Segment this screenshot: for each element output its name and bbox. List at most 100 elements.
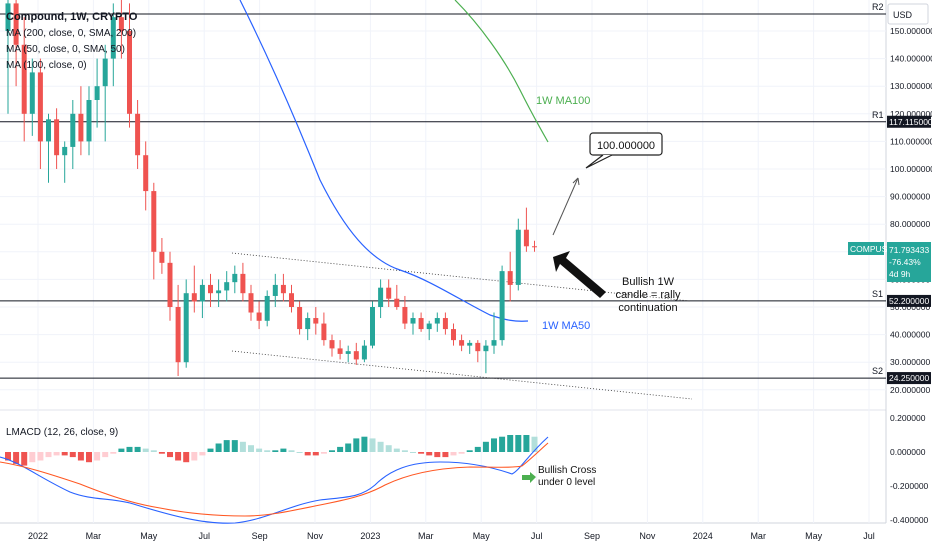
price-tick-label: 40.000000 [890,330,930,340]
macd-bar [134,446,141,452]
currency-label: USD [893,10,913,20]
level-price-tag [887,115,931,128]
indicator-ma200[interactable]: MA (200, close, 0, SMA, 200) [6,28,136,39]
candle-body [272,284,278,296]
time-tick-label: Nov [639,531,656,541]
candle-body [86,100,92,142]
candle-body [313,318,319,324]
candle-body [143,155,149,192]
macd-bar [304,452,311,456]
bullish-candle-label: Bullish 1W candle = rally continuation [615,276,681,314]
macd-bar [474,446,481,452]
macd-lines [0,436,549,524]
level-price-tag [887,372,931,385]
candle-body [378,287,384,307]
macd-bar [434,452,441,458]
price-tick-label: 30.000000 [890,357,930,367]
price-tick-label: 90.000000 [890,192,930,202]
time-tick-label: 2023 [360,531,380,541]
level-price-tag [887,294,931,307]
time-tick-label: 2024 [693,531,713,541]
chart-title: Compound, 1W, CRYPTO [6,11,138,23]
candle-body [110,17,116,59]
symbol-tag [848,242,884,255]
candle-body [264,295,270,321]
macd-bar [466,450,473,452]
candle-body [29,72,35,114]
macd-bar [158,452,165,454]
indicator-ma100[interactable]: MA (100, close, 0) [6,60,87,71]
macd-bar [183,452,190,463]
macd-bar [61,452,68,456]
macd-bar [361,436,368,452]
bullish-cross-label: Bullish Cross under 0 level [538,465,596,488]
level-name-r2: R2 [872,2,884,12]
candle-body [321,323,327,341]
time-tick-label: Sep [584,531,600,541]
price-tick-label: 130.000000 [890,81,932,91]
candle-body [199,284,205,302]
candle-body [37,72,43,142]
bullish-cross-arrow [522,472,536,483]
macd-bar [426,452,433,456]
time-tick-label: Jul [198,531,210,541]
indicator-ma50[interactable]: MA (50, close, 0, SMA, 50) [6,44,125,55]
macd-bar [320,452,327,454]
candle-body [78,113,84,142]
macd-bar [223,440,230,452]
last-change: -76.43% [889,257,921,267]
macd-bar [77,452,84,461]
macd-axis: 0.200000 0.000000 -0.200000 -0.400000 [890,413,929,525]
candle-body [297,307,303,330]
candle-body [451,329,456,341]
macd-tick-label: 0.000000 [890,447,926,457]
macd-bar [377,441,384,452]
macd-bar [207,448,214,452]
time-tick-label: May [140,531,158,541]
candle-body [532,246,537,248]
macd-title[interactable]: LMACD (12, 26, close, 9) [6,427,118,438]
macd-bar [531,436,538,452]
candle-body [386,287,392,299]
macd-bar [86,452,92,463]
candle-body [151,191,157,252]
candle-body [167,262,173,307]
target-box-tail [585,154,613,169]
level-name-s2: S2 [872,366,883,376]
macd-bar [45,452,52,458]
macd-bar [507,435,514,452]
macd-bar [199,452,206,456]
candle-body [305,318,311,330]
macd-bar [410,452,416,453]
candle-body [191,293,197,302]
time-tick-label: Mar [418,531,434,541]
candle-body [515,229,521,285]
price-tick-label: 120.000000 [890,109,932,119]
price-tick-label: 110.000000 [890,136,932,146]
time-tick-label: May [805,531,823,541]
currency-button[interactable] [887,3,929,25]
time-tick-label: Sep [252,531,268,541]
macd-bar [337,446,344,452]
time-tick-label: Jul [863,531,875,541]
price-tick-label: 80.000000 [890,219,930,229]
price-tick-label: 100.000000 [890,164,932,174]
macd-bar [369,438,376,452]
price-tick-label: 20.000000 [890,385,930,395]
level-name-s1: S1 [872,289,883,299]
macd-bar [482,441,489,452]
candle-body [459,340,465,346]
candle-body [491,340,497,346]
price-tick-label: 50.000000 [890,302,930,312]
candle-body [418,318,424,330]
macd-bar [458,452,465,454]
candle-body [224,282,230,291]
macd-histogram [5,435,538,466]
macd-bar [256,448,263,452]
candle-body [289,293,294,307]
macd-bar [126,446,133,452]
macd-bar [5,452,11,461]
macd-bar [175,452,182,461]
time-tick-label: Mar [86,531,102,541]
